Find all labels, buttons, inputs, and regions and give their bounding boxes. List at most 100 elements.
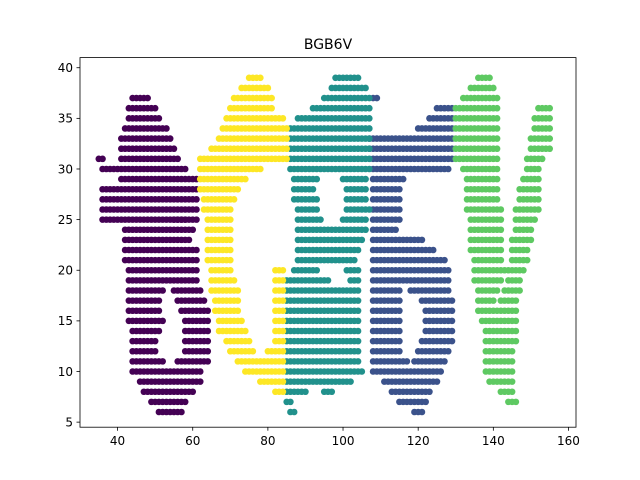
data-point — [279, 317, 287, 325]
data-point — [227, 246, 234, 254]
data-point — [396, 297, 403, 304]
data-point — [200, 297, 208, 304]
data-point — [238, 317, 245, 325]
data-point — [538, 155, 546, 163]
data-point — [204, 337, 212, 345]
data-point — [362, 175, 369, 183]
data-point — [493, 145, 501, 153]
data-point — [362, 216, 369, 223]
data-point — [366, 145, 373, 153]
data-point — [497, 236, 505, 244]
data-point — [234, 287, 242, 294]
data-point — [230, 277, 238, 284]
data-point — [366, 206, 373, 213]
x-tick-label: 40 — [110, 434, 125, 448]
data-point — [523, 256, 531, 264]
data-point — [508, 388, 516, 396]
data-point — [227, 206, 234, 213]
data-point — [512, 327, 520, 335]
data-point — [366, 125, 373, 132]
data-point — [257, 74, 264, 82]
data-point — [516, 287, 523, 294]
data-point — [362, 84, 369, 92]
data-point — [279, 388, 287, 396]
data-point — [204, 347, 212, 355]
data-point — [99, 155, 106, 163]
data-point — [181, 398, 189, 406]
y-tick-label: 35 — [58, 112, 73, 126]
data-point — [512, 297, 520, 304]
data-point — [324, 277, 332, 284]
data-points — [95, 74, 553, 416]
data-point — [399, 175, 407, 183]
data-point — [287, 398, 294, 406]
data-point — [234, 307, 242, 315]
data-point — [193, 216, 200, 223]
data-point — [497, 246, 505, 254]
data-point — [313, 196, 321, 203]
x-tick-label: 120 — [407, 434, 430, 448]
data-point — [174, 155, 181, 163]
data-point — [354, 74, 362, 82]
data-point — [351, 256, 358, 264]
data-point — [497, 216, 505, 223]
data-point — [448, 297, 456, 304]
data-point — [193, 246, 200, 254]
data-point — [279, 327, 287, 335]
data-point — [362, 185, 369, 193]
data-point — [426, 388, 433, 396]
x-tick-label: 140 — [482, 434, 505, 448]
data-point — [290, 408, 298, 416]
data-point — [493, 94, 501, 102]
data-point — [227, 236, 234, 244]
data-point — [535, 185, 542, 193]
data-point — [396, 206, 403, 213]
data-point — [354, 327, 362, 335]
y-tick-label: 10 — [58, 365, 73, 379]
data-point — [366, 135, 373, 142]
data-point — [508, 378, 516, 385]
data-point — [392, 226, 399, 234]
x-axis: 40 60 80 100 120 140 160 — [110, 427, 580, 448]
data-point — [234, 185, 242, 193]
data-point — [151, 347, 159, 355]
data-point — [512, 337, 520, 345]
data-point — [193, 256, 200, 264]
data-point — [354, 337, 362, 345]
data-point — [309, 185, 317, 193]
data-point — [508, 347, 516, 355]
y-axis: 5 10 15 20 25 30 35 40 — [58, 61, 80, 429]
data-point — [490, 84, 497, 92]
data-point — [497, 256, 505, 264]
data-point — [257, 165, 264, 173]
data-point — [493, 287, 501, 294]
data-point — [193, 206, 200, 213]
data-point — [354, 317, 362, 325]
data-point — [362, 196, 369, 203]
data-point — [279, 115, 287, 122]
data-point — [358, 236, 366, 244]
data-point — [283, 135, 290, 142]
data-point — [354, 287, 362, 294]
data-point — [366, 104, 373, 112]
data-point — [531, 216, 538, 223]
data-point — [159, 287, 166, 294]
data-point — [268, 104, 275, 112]
data-point — [185, 236, 193, 244]
data-point — [520, 266, 527, 274]
data-point — [204, 307, 212, 315]
data-point — [181, 165, 189, 173]
data-point — [354, 266, 362, 274]
y-tick-label: 20 — [58, 264, 73, 278]
y-tick-label: 5 — [65, 415, 73, 429]
data-point — [317, 216, 324, 223]
data-point — [354, 347, 362, 355]
data-point — [535, 175, 542, 183]
data-point — [527, 226, 535, 234]
data-point — [546, 104, 553, 112]
data-point — [546, 125, 553, 132]
data-point — [403, 358, 411, 365]
data-point — [444, 266, 452, 274]
data-point — [396, 196, 403, 203]
